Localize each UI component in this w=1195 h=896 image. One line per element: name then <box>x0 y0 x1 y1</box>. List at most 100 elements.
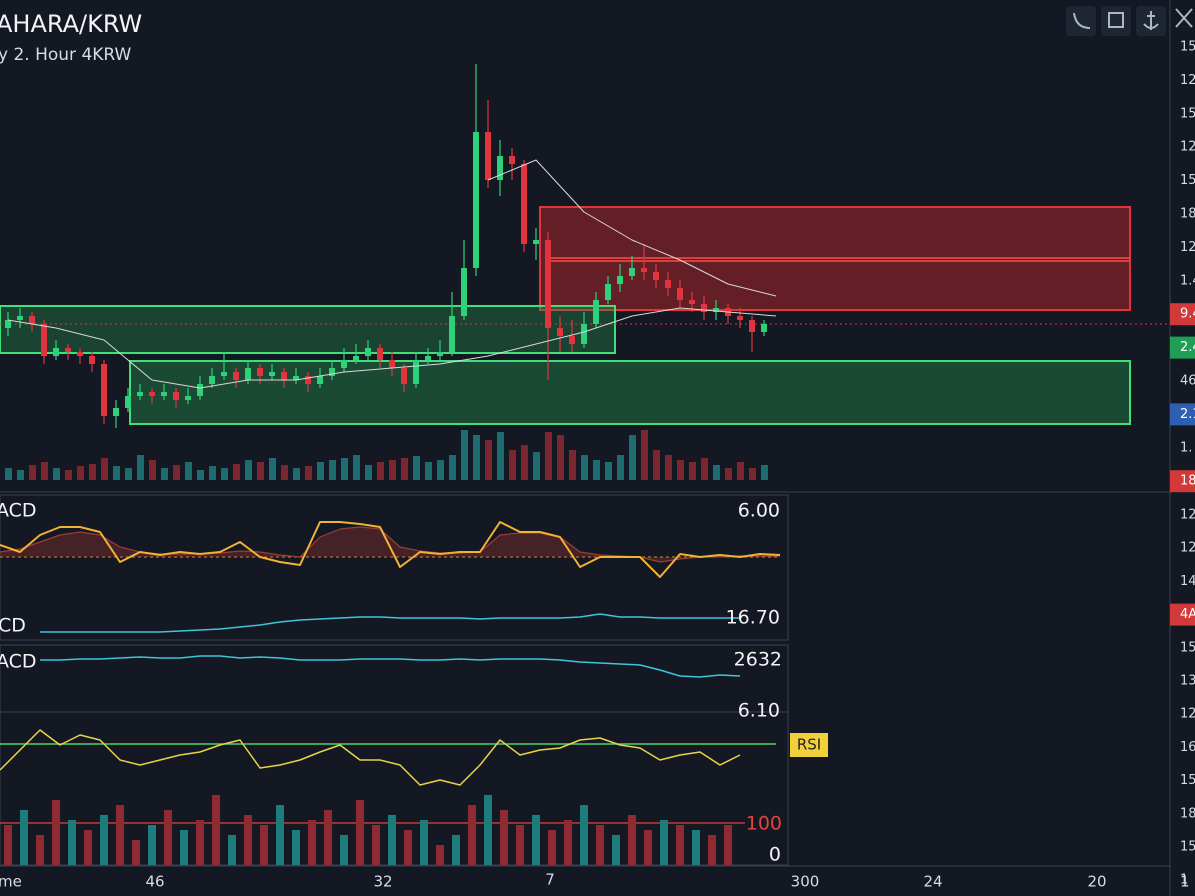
volume-bar <box>161 468 168 480</box>
candle-body <box>461 268 467 316</box>
time-label: 24 <box>923 873 942 891</box>
price-label: 15 <box>1180 40 1195 55</box>
volume-bar <box>317 462 324 480</box>
volume-bar <box>665 455 672 480</box>
hist-bar <box>36 835 44 865</box>
volume-bar <box>521 445 528 480</box>
candle-body <box>341 360 347 368</box>
price-label: 46 <box>1180 374 1195 389</box>
tool-button[interactable] <box>1101 6 1131 36</box>
price-label: 18 <box>1180 474 1195 489</box>
hist-bar <box>52 800 60 865</box>
hist-bar <box>628 815 636 865</box>
hist-bar <box>4 825 12 865</box>
candle-body <box>437 352 443 356</box>
support-zone <box>0 305 616 354</box>
hist-bar <box>196 820 204 865</box>
candle-body <box>677 288 683 300</box>
time-label: 20 <box>1087 873 1106 891</box>
volume-bar <box>605 462 612 480</box>
close-icon[interactable] <box>1175 8 1193 28</box>
candle-body <box>557 328 563 336</box>
candle-body <box>65 348 71 352</box>
candle-body <box>89 356 95 364</box>
hist-bar <box>596 825 604 865</box>
hist-bar <box>724 825 732 865</box>
ma-fast <box>487 159 777 297</box>
hist-bar <box>148 825 156 865</box>
candle-body <box>101 364 107 416</box>
volume-bar <box>737 462 744 480</box>
candle-body <box>641 268 647 272</box>
volume-bar <box>173 465 180 480</box>
candle-body <box>317 376 323 384</box>
candle-body <box>365 348 371 356</box>
price-label: 9.4 <box>1180 307 1195 322</box>
panel-value: 6.00 <box>738 500 780 522</box>
price-badge <box>1170 303 1195 326</box>
volume-bar <box>377 462 384 480</box>
candle-body <box>41 324 47 356</box>
candle-body <box>149 392 155 396</box>
tool-icon <box>1143 11 1159 30</box>
price-label: 12 <box>1180 707 1195 722</box>
price-panel <box>5 64 777 480</box>
hist-bar <box>468 805 476 865</box>
candle-body <box>593 300 599 324</box>
candle-body <box>737 316 743 320</box>
candle-body <box>305 376 311 384</box>
price-label: 16 <box>1180 740 1195 755</box>
panel-value: 2632 <box>734 649 782 671</box>
candle-body <box>629 268 635 276</box>
volume-bar <box>5 468 12 480</box>
toolbar <box>1066 6 1193 36</box>
tool-icon <box>1073 12 1091 29</box>
panel-value: 16.70 <box>726 607 780 629</box>
panel-label: ACD <box>0 500 37 522</box>
candle-body <box>653 272 659 280</box>
hist-bar <box>100 815 108 865</box>
hist-bar <box>516 825 524 865</box>
price-label: 12 <box>1180 140 1195 155</box>
time-label: 32 <box>373 873 392 891</box>
cd-line <box>40 613 740 633</box>
panel-label: ACD <box>0 651 37 673</box>
price-label: 4A <box>1180 607 1195 622</box>
time-label: 7 <box>545 871 555 889</box>
volume-bar <box>269 458 276 480</box>
volume-bar <box>449 455 456 480</box>
volume-bar <box>281 465 288 480</box>
price-label: 18 <box>1180 207 1195 222</box>
candle-body <box>473 132 479 268</box>
volume-bar <box>341 458 348 480</box>
price-label: 18 <box>1180 806 1195 821</box>
hist-bar <box>532 815 540 865</box>
hist-bar <box>548 830 556 865</box>
candle-body <box>5 320 11 328</box>
price-label: 1.4 <box>1180 273 1195 288</box>
price-label: 15 <box>1180 106 1195 121</box>
hist-bar <box>452 835 460 865</box>
volume-bar <box>41 462 48 480</box>
hist-bar <box>404 830 412 865</box>
volume-bar <box>77 466 84 480</box>
price-label: 14 <box>1180 574 1195 589</box>
symbol-subtitle: y 2. Hour 4KRW <box>0 45 132 65</box>
ma-slow <box>7 307 777 389</box>
candle-body <box>509 156 515 164</box>
candle-body <box>29 316 35 324</box>
tool-button[interactable] <box>1066 6 1096 36</box>
volume-bar <box>581 455 588 480</box>
panel-value: 6.10 <box>738 700 780 722</box>
hist-bar <box>612 835 620 865</box>
volume-bar <box>245 460 252 480</box>
price-label: 15 <box>1180 640 1195 655</box>
support-zone <box>129 360 1131 425</box>
hist-bar <box>20 810 28 865</box>
volume-bar <box>545 432 552 480</box>
volume-bar <box>125 468 132 480</box>
price-label: 12 <box>1180 541 1195 556</box>
volume-bar <box>593 460 600 480</box>
candle-body <box>713 308 719 312</box>
